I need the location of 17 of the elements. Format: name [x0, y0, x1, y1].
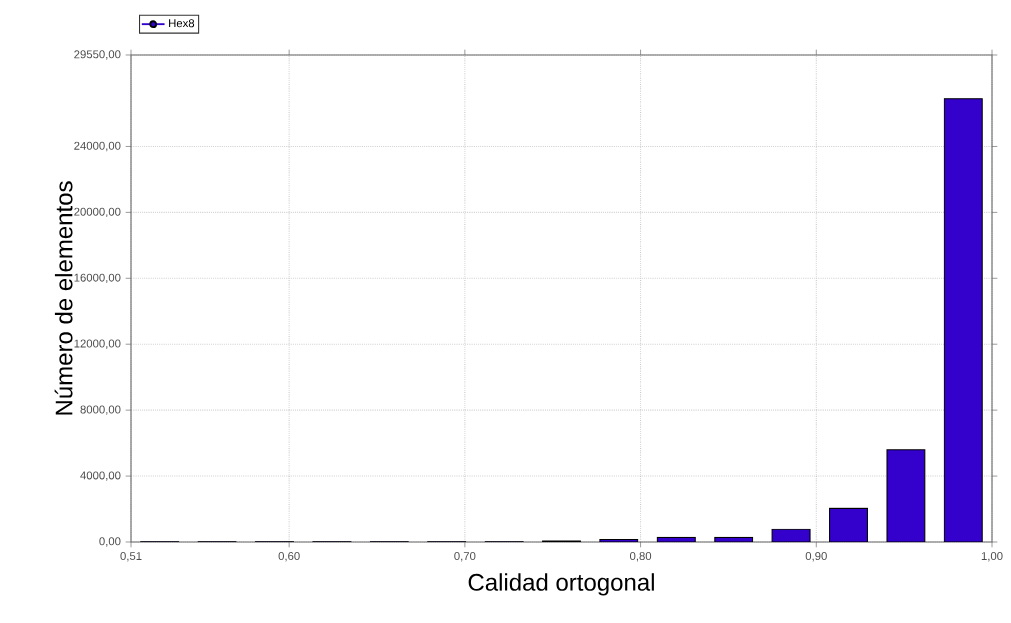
- y-tick-label: 12000,00: [74, 339, 121, 349]
- y-tick-label: 24000,00: [74, 141, 121, 152]
- x-tick-label: 0,51: [120, 552, 142, 562]
- y-tick-label: 0,00: [99, 537, 121, 547]
- y-tick-label: 16000,00: [74, 273, 121, 283]
- y-tick-label: 20000,00: [74, 207, 121, 218]
- x-tick-label: 0,80: [629, 552, 652, 562]
- legend-label: Hex8: [169, 19, 195, 28]
- y-tick-label: 4000,00: [80, 471, 121, 481]
- x-axis-title: Calidad ortogonal: [468, 573, 654, 596]
- y-tick-label: 8000,00: [80, 405, 121, 415]
- x-tick-label: 0,90: [805, 552, 827, 562]
- y-tick-label: 29550,00: [74, 50, 121, 60]
- x-tick-label: 0,70: [454, 552, 476, 562]
- y-axis-title: Número de elementos: [54, 181, 73, 415]
- x-tick-label: 0,60: [278, 552, 300, 562]
- x-tick-label: 1,00: [981, 552, 1003, 562]
